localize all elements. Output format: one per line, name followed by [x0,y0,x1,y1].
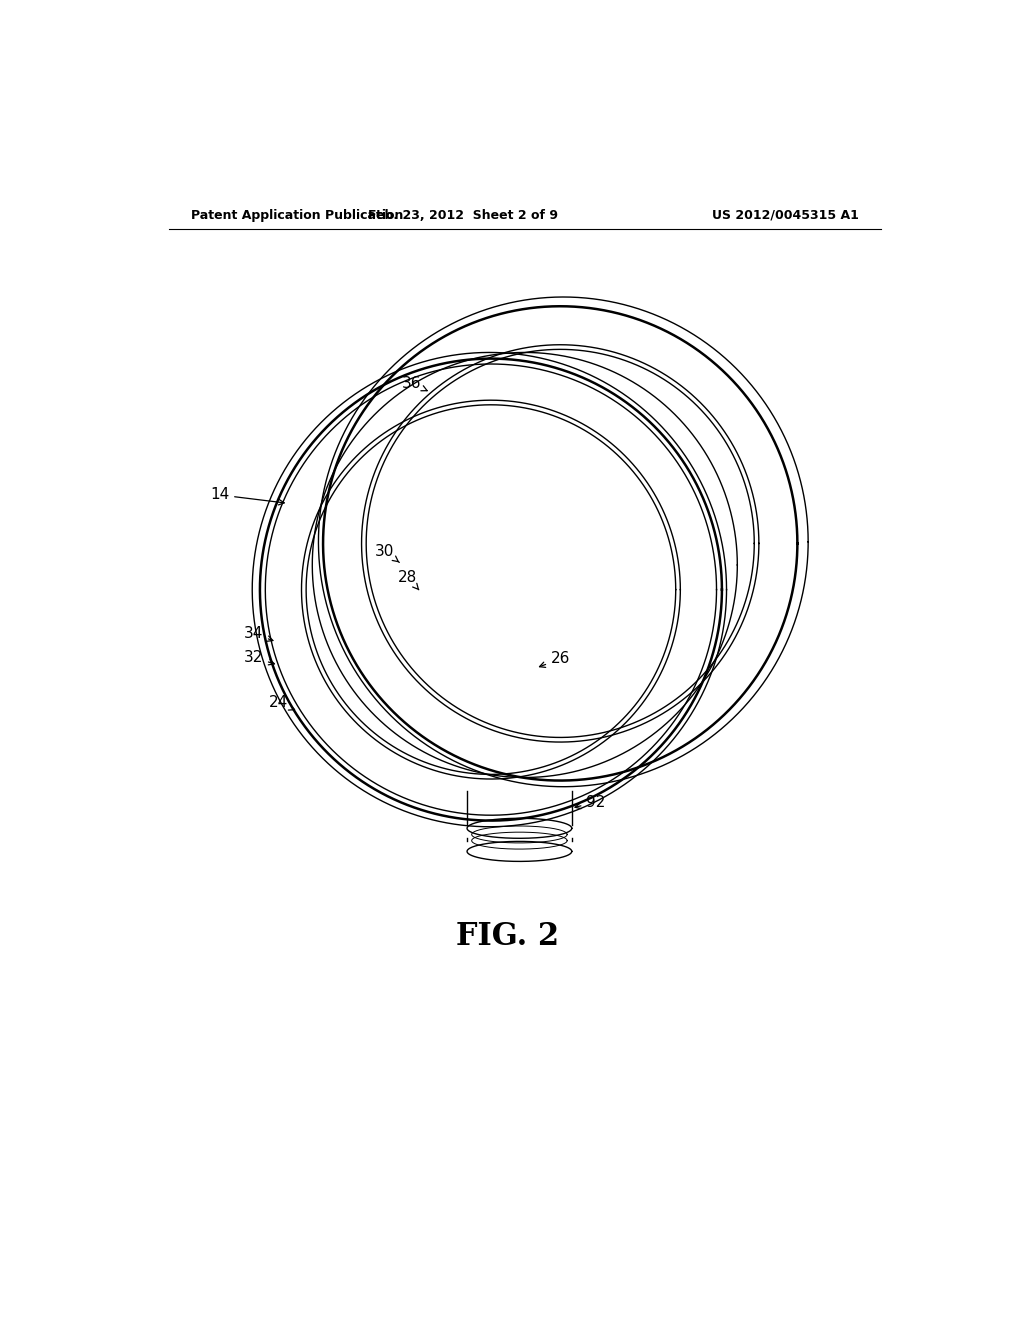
Text: 14: 14 [210,487,285,506]
Text: 24: 24 [268,696,295,710]
Text: 36: 36 [401,376,427,391]
Text: Feb. 23, 2012  Sheet 2 of 9: Feb. 23, 2012 Sheet 2 of 9 [369,209,558,222]
Text: 32: 32 [244,649,274,665]
Text: 34: 34 [244,626,273,642]
Text: FIG. 2: FIG. 2 [457,920,559,952]
Text: Patent Application Publication: Patent Application Publication [190,209,403,222]
Text: 92: 92 [575,795,606,809]
Text: 28: 28 [398,570,419,590]
Text: US 2012/0045315 A1: US 2012/0045315 A1 [712,209,859,222]
Text: 30: 30 [375,544,399,562]
Text: 26: 26 [540,651,570,668]
